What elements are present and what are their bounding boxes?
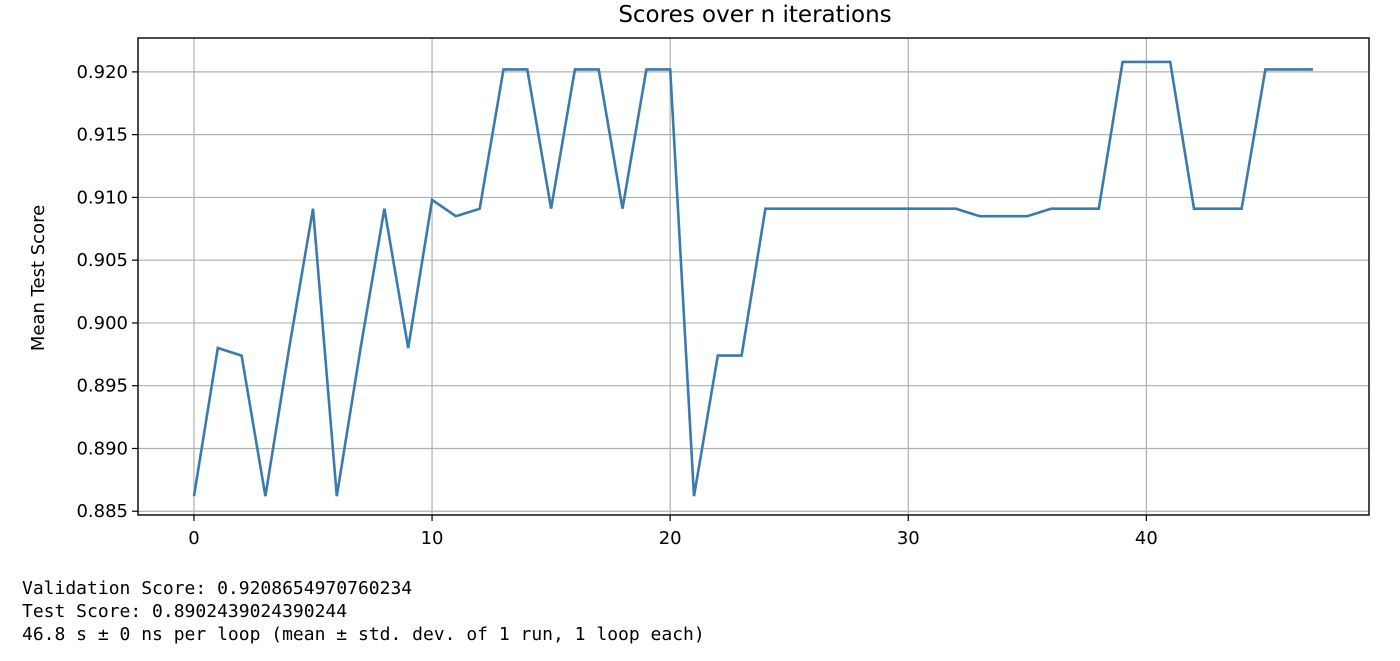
y-tick-label: 0.915 (76, 125, 128, 146)
x-tick-label: 10 (421, 528, 444, 549)
ticks-layer: 0 10 20 30 40 0.885 0.890 0.895 0.900 0.905 0.910 0… (76, 62, 1157, 549)
line-chart: Scores over n iterations Mean Test Score… (28, 2, 1370, 549)
y-tick-label: 0.900 (76, 313, 128, 334)
y-tick-label: 0.920 (76, 62, 128, 83)
x-tick-label: 30 (897, 528, 920, 549)
y-tick-label: 0.885 (76, 501, 128, 522)
timing-text: 46.8 s ± 0 ns per loop (mean ± std. dev.… (22, 624, 705, 645)
y-tick-label: 0.890 (76, 438, 128, 459)
y-axis-label: Mean Test Score (28, 205, 49, 351)
chart-title: Scores over n iterations (618, 2, 891, 28)
y-tick-label: 0.905 (76, 250, 128, 271)
validation-score-text: Validation Score: 0.9208654970760234 (22, 578, 413, 599)
y-tick-label: 0.895 (76, 376, 128, 397)
cell-output: Validation Score: 0.9208654970760234 Tes… (22, 577, 705, 646)
x-tick-label: 0 (188, 528, 199, 549)
x-tick-label: 20 (659, 528, 682, 549)
series-line (192, 60, 1313, 497)
test-score-text: Test Score: 0.8902439024390244 (22, 601, 348, 622)
y-tick-label: 0.910 (76, 187, 128, 208)
plot-frame (137, 37, 1370, 516)
x-tick-label: 40 (1135, 528, 1158, 549)
series-layer (192, 60, 1313, 497)
